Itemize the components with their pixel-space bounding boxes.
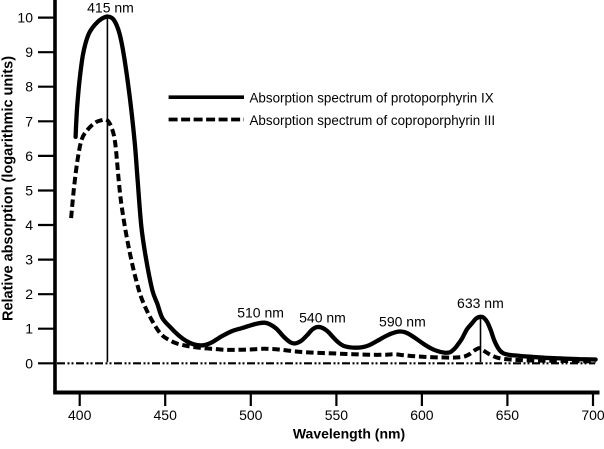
svg-text:Wavelength (nm): Wavelength (nm) [293, 426, 405, 442]
svg-text:510 nm: 510 nm [237, 304, 284, 320]
svg-text:650: 650 [496, 407, 520, 423]
svg-text:0: 0 [25, 355, 33, 371]
svg-text:500: 500 [239, 407, 263, 423]
svg-text:700: 700 [581, 407, 604, 423]
svg-text:Relative absorption (logarithm: Relative absorption (logarithmic units) [1, 56, 17, 321]
svg-text:Absorption spectrum of copropo: Absorption spectrum of coproporphyrin II… [250, 113, 496, 128]
svg-text:4: 4 [25, 217, 33, 233]
svg-text:7: 7 [25, 113, 33, 129]
svg-text:5: 5 [25, 183, 33, 199]
svg-text:550: 550 [325, 407, 349, 423]
svg-text:3: 3 [25, 252, 33, 268]
svg-text:10: 10 [17, 10, 33, 26]
svg-text:1: 1 [25, 321, 33, 337]
svg-text:9: 9 [25, 44, 33, 60]
svg-text:600: 600 [410, 407, 434, 423]
svg-text:633 nm: 633 nm [457, 295, 504, 311]
svg-text:540 nm: 540 nm [299, 310, 346, 326]
svg-text:400: 400 [68, 407, 92, 423]
svg-text:8: 8 [25, 79, 33, 95]
svg-text:6: 6 [25, 148, 33, 164]
svg-text:2: 2 [25, 286, 33, 302]
svg-text:Absorption spectrum of protopo: Absorption spectrum of protoporphyrin IX [250, 91, 494, 106]
svg-text:450: 450 [154, 407, 178, 423]
svg-text:590 nm: 590 nm [379, 313, 426, 329]
svg-text:415 nm: 415 nm [87, 0, 134, 16]
